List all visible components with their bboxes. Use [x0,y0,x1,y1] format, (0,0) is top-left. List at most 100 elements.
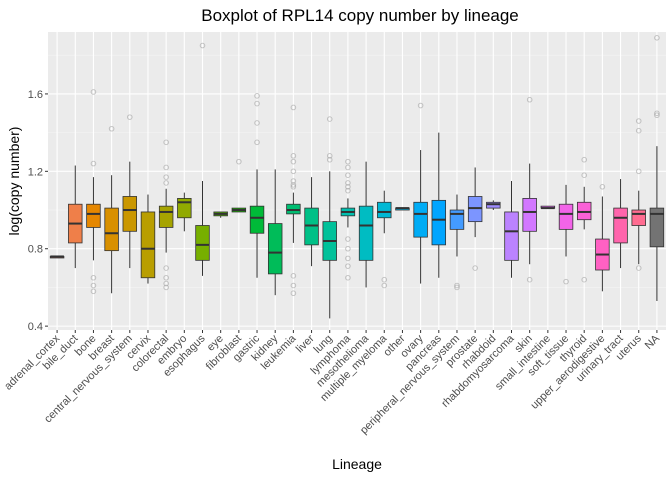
outlier-point [126,114,133,120]
outlier-point [163,280,169,287]
outlier-point [163,164,169,171]
box-upper-aerodigestive [595,184,610,292]
outlier-point [290,158,297,165]
box-body [613,207,628,244]
outlier-point [163,139,169,146]
outlier-point [472,265,478,271]
x-tick-label: NA [643,332,663,352]
box-gastric [249,93,265,278]
outlier-point [326,116,333,122]
outlier-point [454,282,460,289]
outlier-point [381,276,388,283]
outlier-point [581,172,588,178]
box-adrenal-cortex [49,255,65,259]
outlier-point [163,180,169,186]
outlier-point [290,182,297,188]
y-tick-label: 1.6 [28,89,43,101]
outlier-point [326,156,333,163]
outlier-point [345,164,351,171]
outlier-point [90,274,97,281]
box-liver [304,177,319,267]
chart-title: Boxplot of RPL14 copy number by lineage [201,6,519,25]
box-bile-duct [68,165,83,269]
box-body [431,199,447,246]
outlier-point [326,153,333,159]
outlier-point [90,160,97,167]
box-body [104,207,119,252]
outlier-point [290,184,297,190]
outlier-point [90,89,97,95]
box-ovary [413,102,428,284]
outlier-point [254,120,260,126]
outlier-point [635,127,642,134]
box-soft-tissue [558,184,574,285]
box-body [86,203,101,228]
box-prostate [467,167,483,271]
box-body [195,225,210,261]
outlier-point [417,102,424,109]
outlier-point [345,236,351,242]
box-fibroblast [231,158,247,213]
outlier-point [163,265,169,271]
outlier-point [654,110,660,117]
y-tick-label: 0.4 [28,321,43,333]
boxes-layer [49,35,665,319]
outlier-point [290,168,297,175]
outlier-point [635,265,642,271]
outlier-point [163,174,169,180]
box-breast [104,125,119,294]
outlier-point [290,153,297,159]
box-lymphoma [340,158,356,281]
box-colorectal [158,139,174,291]
box-body [649,207,665,248]
y-tick-label: 1.2 [28,166,43,178]
box-uterus [631,118,646,271]
y-axis-title: log(copy number) [6,127,22,236]
outlier-point [581,156,588,163]
box-peripheral-nervous-system [449,194,465,291]
outlier-point [345,255,351,262]
box-body [558,203,574,230]
box-skin [522,96,537,283]
box-body [522,198,537,232]
box-rhabdoid [486,200,501,211]
box-thyroid [576,156,592,283]
box-body [377,201,392,219]
outlier-point [635,118,642,124]
outlier-point [563,278,569,285]
box-lung [322,116,337,319]
box-body [631,209,646,226]
outlier-point [108,125,115,132]
outlier-point [381,282,388,289]
outlier-point [581,276,588,283]
outlier-point [526,96,533,103]
outlier-point [90,288,97,295]
outlier-point [254,93,260,99]
outlier-point [654,35,660,41]
outlier-point [254,139,260,146]
plot-panel [48,32,666,330]
outlier-point [236,158,242,165]
x-axis-title: Lineage [332,456,382,472]
box-eye [213,211,228,218]
box-mesothelioma [358,161,374,288]
outlier-point [654,112,660,119]
box-body [122,196,138,232]
outlier-point [345,245,351,252]
outlier-point [290,273,297,279]
box-body [358,205,374,261]
box-NA [649,35,665,301]
y-tick-label: 0.8 [28,244,43,256]
box-body [158,205,174,228]
box-body [267,223,283,275]
outlier-point [345,184,351,190]
box-body [249,205,265,234]
outlier-point [163,274,169,281]
box-multiple-myeloma [377,190,392,289]
box-small-intestine [540,205,556,210]
box-cervix [140,194,156,284]
outlier-point [199,42,206,49]
box-bone [86,89,101,295]
box-other [395,207,410,211]
